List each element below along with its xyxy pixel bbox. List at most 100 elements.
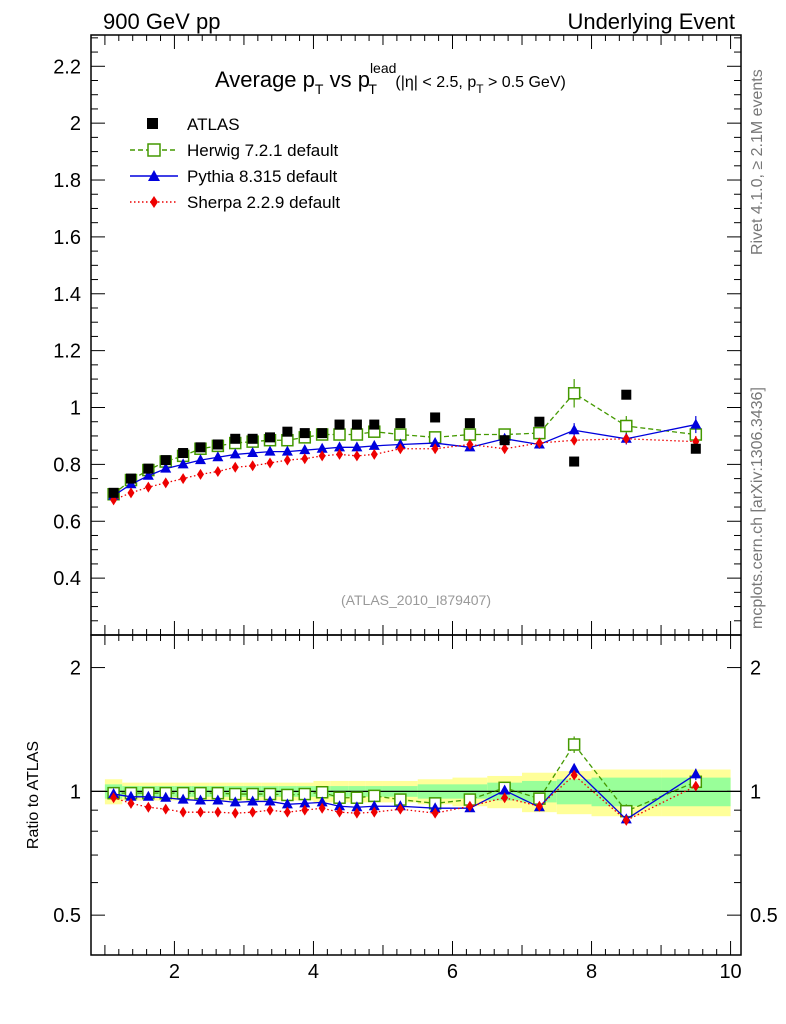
energy-label: 900 GeV pp [103, 9, 220, 34]
pythia-ratio-point [316, 796, 328, 807]
pythia-ratio-point [125, 790, 137, 801]
atlas-point [395, 418, 406, 429]
atlas-point [230, 433, 241, 444]
sherpa-ratio-point [214, 806, 222, 818]
pythia-ratio-point [299, 797, 311, 808]
pythia-ratio-point [194, 794, 206, 805]
sherpa-ratio-point [466, 800, 474, 812]
sherpa-ratio-point [692, 780, 700, 792]
atlas-point [317, 428, 328, 439]
x-tick-label: 10 [719, 961, 741, 983]
atlas-point [178, 448, 189, 459]
atlas-point [143, 463, 154, 474]
legend-label-pythia: Pythia 8.315 default [187, 167, 338, 186]
pythia-point [177, 458, 189, 469]
pythia-point [568, 424, 580, 435]
sherpa-ratio-point [570, 769, 578, 781]
pythia-point [316, 442, 328, 453]
atlas-point [430, 412, 441, 423]
legend-marker-atlas [147, 118, 158, 129]
sherpa-point [370, 448, 378, 460]
atlas-point [499, 435, 510, 446]
x-tick-label: 2 [169, 961, 180, 983]
sherpa-ratio-point [110, 792, 118, 804]
pythia-ratio-point [281, 798, 293, 809]
pythia-ratio-point [351, 801, 363, 812]
atlas-point [621, 389, 632, 400]
pythia-ratio-point [142, 790, 154, 801]
chart-title: Average pT vs plead T (|η| < 2.5, pT > 0.… [215, 60, 566, 97]
y-tick-label: 1.6 [53, 227, 81, 249]
ratio-y-tick-label-right: 0.5 [750, 905, 778, 927]
pythia-point [368, 439, 380, 450]
atlas-point [690, 443, 701, 454]
atlas-point [125, 473, 136, 484]
sherpa-point [144, 481, 152, 493]
sherpa-point [162, 477, 170, 489]
pythia-point [160, 462, 172, 473]
pythia-point [334, 441, 346, 452]
x-tick-label: 4 [308, 961, 319, 983]
sherpa-point [214, 465, 222, 477]
sherpa-point [266, 457, 274, 469]
y-tick-label: 1.2 [53, 341, 81, 363]
pythia-ratio-point [264, 795, 276, 806]
analysis-label: (ATLAS_2010_I879407) [341, 592, 491, 608]
pythia-ratio-point [177, 793, 189, 804]
legend-marker-herwig [147, 143, 161, 157]
process-label: Underlying Event [567, 9, 735, 34]
sherpa-point [396, 443, 404, 455]
pythia-ratio-point [160, 791, 172, 802]
pythia-point [690, 418, 702, 429]
ratio-y-tick-label: 1 [70, 781, 81, 803]
ratio-y-tick-label-right: 2 [750, 658, 761, 680]
pythia-ratio-point [212, 794, 224, 805]
ratio-y-tick-label: 0.5 [53, 905, 81, 927]
sherpa-point [249, 460, 257, 472]
atlas-point [108, 487, 119, 498]
ratio-panel: 2 4 6 8 10 0.5 0.5 1 1 2 2 [53, 634, 778, 983]
title-sup: lead [370, 60, 396, 76]
sherpa-ratio-point [162, 803, 170, 815]
pythia-ratio-point [690, 768, 702, 779]
y-tick-label: 1.8 [53, 170, 81, 192]
atlas-point [282, 426, 293, 437]
x-tick-label: 6 [447, 961, 458, 983]
y-tick-label: 2.2 [53, 56, 81, 78]
pythia-point [229, 448, 241, 459]
title-cond-sub: T [476, 82, 484, 96]
title-sub: T [315, 81, 324, 97]
herwig-ratio-point [567, 738, 581, 751]
sherpa-ratio-point [353, 807, 361, 819]
pythia-point [299, 444, 311, 455]
herwig-point [567, 387, 581, 400]
legend: ATLAS Herwig 7.2.1 default Pythia 8.315 … [130, 115, 340, 212]
herwig-point [394, 428, 407, 441]
atlas-point [534, 416, 545, 427]
sherpa-ratio-point [535, 800, 543, 812]
legend-label-herwig: Herwig 7.2.1 default [187, 141, 338, 160]
herwig-point [333, 428, 346, 441]
pythia-ratio-point [368, 800, 380, 811]
atlas-point [265, 432, 276, 443]
pythia-ratio-point [499, 784, 511, 795]
title-sub2: T [368, 81, 377, 97]
sherpa-ratio-point [266, 804, 274, 816]
sherpa-ratio-point [318, 802, 326, 814]
sherpa-ratio-point [370, 806, 378, 818]
pythia-ratio-point [247, 795, 259, 806]
legend-label-atlas: ATLAS [187, 115, 240, 134]
legend-marker-pythia [148, 170, 160, 181]
x-tick-label: 8 [586, 961, 597, 983]
sherpa-point [127, 487, 135, 499]
pythia-ratio-point [229, 796, 241, 807]
pythia-ratio-point [429, 802, 441, 813]
mcplots-label: mcplots.cern.ch [arXiv:1306.3436] [749, 387, 766, 629]
pythia-point [264, 445, 276, 456]
sherpa-ratio-point [249, 806, 257, 818]
y-tick-label: 0.6 [53, 511, 81, 533]
atlas-point [569, 456, 580, 467]
sherpa-point [466, 438, 474, 450]
sherpa-point [431, 443, 439, 455]
sherpa-point [301, 453, 309, 465]
